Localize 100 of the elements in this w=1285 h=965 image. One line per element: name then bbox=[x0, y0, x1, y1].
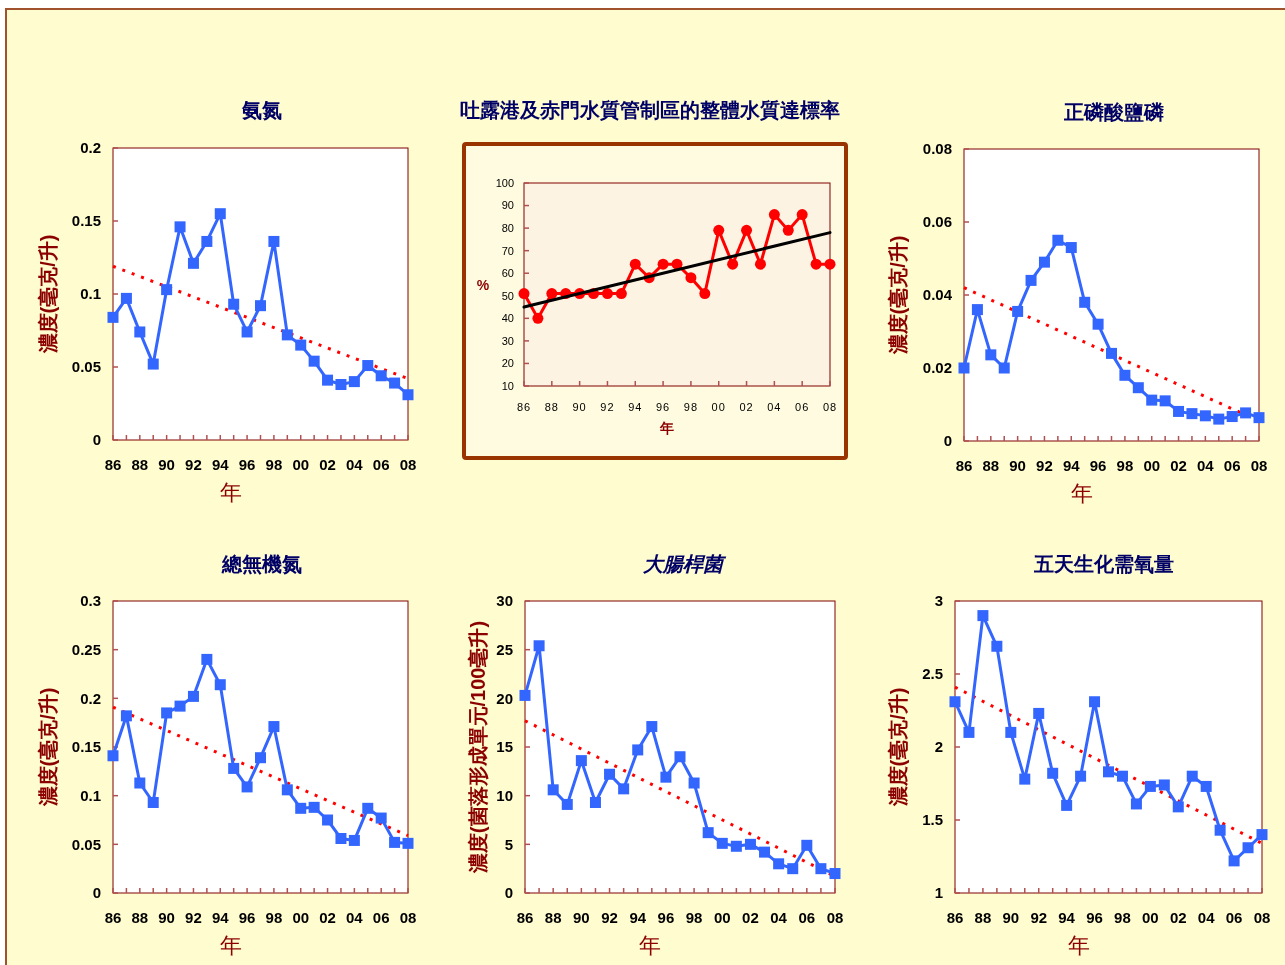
point bbox=[1075, 770, 1087, 782]
point bbox=[1012, 305, 1024, 317]
point bbox=[519, 689, 531, 701]
point bbox=[1228, 855, 1240, 867]
y-tick-label: 0.15 bbox=[71, 212, 101, 230]
point bbox=[773, 858, 785, 870]
point bbox=[1214, 824, 1226, 836]
x-tick-label: 90 bbox=[572, 401, 587, 413]
y-axis-title: 濃度(菌落形成單元/100毫升) bbox=[467, 620, 490, 875]
x-tick-label: 88 bbox=[544, 401, 559, 413]
point bbox=[1033, 707, 1045, 719]
x-tick-label: 00 bbox=[292, 909, 310, 926]
point bbox=[533, 640, 545, 652]
x-tick-label: 96 bbox=[657, 909, 675, 926]
point bbox=[375, 812, 387, 824]
x-tick-label: 04 bbox=[1197, 909, 1216, 926]
point bbox=[768, 209, 780, 221]
x-tick-label: 96 bbox=[1089, 457, 1107, 474]
y-tick-label: 0.05 bbox=[71, 835, 101, 853]
point bbox=[741, 224, 753, 236]
x-tick-label: 94 bbox=[211, 456, 230, 473]
x-tick-label: 94 bbox=[629, 909, 647, 926]
x-tick-label: 92 bbox=[1030, 909, 1048, 926]
x-tick-label: 88 bbox=[544, 909, 562, 926]
point bbox=[1199, 410, 1211, 422]
point bbox=[1079, 296, 1091, 308]
y-axis-title: 濃度(毫克/升) bbox=[887, 235, 910, 356]
point bbox=[958, 362, 970, 374]
x-tick-label: 02 bbox=[1170, 457, 1187, 474]
y-tick-label: 0.08 bbox=[922, 140, 952, 158]
x-tick-label: 90 bbox=[1009, 457, 1026, 474]
y-axis-title: % bbox=[476, 276, 490, 293]
point bbox=[796, 209, 808, 221]
point bbox=[688, 777, 700, 789]
point bbox=[1226, 411, 1238, 423]
x-tick-label: 02 bbox=[1169, 909, 1187, 926]
point bbox=[348, 376, 360, 388]
y-tick-label: 50 bbox=[501, 289, 514, 302]
point bbox=[214, 679, 226, 691]
x-tick-label: 02 bbox=[742, 909, 759, 926]
x-tick-label: 08 bbox=[1250, 457, 1268, 474]
x-tick-label: 86 bbox=[955, 457, 973, 474]
x-axis-title: 年 bbox=[639, 933, 661, 958]
y-axis-title: 濃度(毫克/升) bbox=[887, 687, 910, 808]
x-tick-label: 06 bbox=[798, 909, 816, 926]
point bbox=[829, 868, 841, 880]
x-tick-label: 96 bbox=[655, 401, 671, 413]
chart-title: 大腸桿菌 bbox=[643, 553, 727, 575]
x-tick-label: 94 bbox=[211, 909, 230, 926]
point bbox=[702, 827, 714, 839]
point bbox=[629, 258, 641, 270]
y-tick-label: 25 bbox=[496, 640, 513, 658]
point bbox=[255, 300, 266, 312]
point bbox=[713, 224, 725, 236]
point bbox=[1061, 799, 1073, 811]
x-tick-label: 92 bbox=[185, 456, 202, 473]
point bbox=[1173, 405, 1185, 417]
x-tick-label: 96 bbox=[238, 456, 256, 473]
point bbox=[991, 640, 1003, 652]
point bbox=[161, 284, 173, 296]
y-tick-label: 0.1 bbox=[80, 285, 101, 303]
x-tick-label: 90 bbox=[158, 456, 175, 473]
point bbox=[174, 221, 186, 233]
point bbox=[754, 258, 766, 270]
point bbox=[187, 690, 199, 702]
x-axis-title: 年 bbox=[219, 480, 242, 505]
x-tick-label: 06 bbox=[372, 909, 390, 926]
y-tick-label: 30 bbox=[496, 592, 513, 610]
chart-title: 氨氮 bbox=[241, 99, 282, 121]
point bbox=[281, 329, 293, 341]
point bbox=[241, 781, 253, 793]
x-tick-label: 04 bbox=[770, 909, 788, 926]
point bbox=[744, 838, 756, 850]
y-axis-title: 濃度(毫克/升) bbox=[37, 687, 60, 808]
x-tick-label: 96 bbox=[238, 909, 256, 926]
point bbox=[107, 750, 119, 762]
x-tick-label: 94 bbox=[1058, 909, 1076, 926]
y-tick-label: 0.2 bbox=[80, 139, 101, 157]
point bbox=[787, 863, 799, 875]
x-tick-label: 98 bbox=[1116, 457, 1134, 474]
x-tick-label: 06 bbox=[795, 401, 810, 413]
y-tick-label: 1.5 bbox=[922, 811, 943, 829]
point bbox=[660, 771, 672, 783]
point bbox=[402, 837, 414, 849]
y-tick-label: 2 bbox=[934, 738, 943, 756]
x-tick-label: 88 bbox=[131, 456, 149, 473]
x-tick-label: 00 bbox=[292, 456, 310, 473]
x-axis-title: 年 bbox=[219, 933, 242, 958]
point bbox=[389, 836, 401, 848]
point bbox=[1200, 780, 1212, 792]
y-axis-title: 濃度(毫克/升) bbox=[37, 234, 60, 355]
point bbox=[575, 755, 587, 767]
x-tick-label: 08 bbox=[826, 909, 844, 926]
y-tick-label: 0 bbox=[504, 884, 513, 902]
point bbox=[134, 326, 146, 338]
point bbox=[589, 796, 601, 808]
x-tick-label: 98 bbox=[1114, 909, 1131, 926]
x-tick-label: 86 bbox=[516, 909, 534, 926]
x-tick-label: 04 bbox=[346, 456, 364, 473]
y-tick-label: 15 bbox=[496, 738, 513, 756]
